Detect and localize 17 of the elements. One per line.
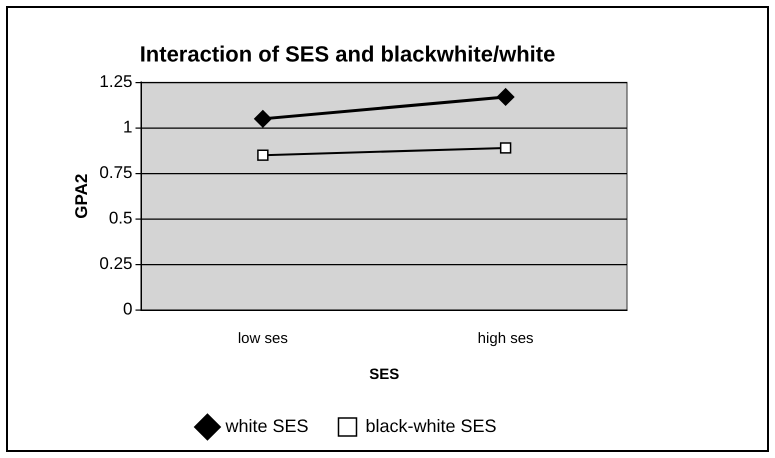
point <box>500 142 512 154</box>
y-tick-label: 0.5 <box>108 208 132 228</box>
y-tick-label: 0.25 <box>99 254 132 274</box>
point <box>254 110 272 128</box>
y-tick-label: 0 <box>123 300 132 319</box>
legend-label: black-white SES <box>365 416 497 436</box>
point <box>496 88 514 106</box>
x-axis-title: SES <box>369 366 400 384</box>
x-tick-label: low ses <box>238 330 288 348</box>
x-tick-label: high ses <box>478 330 534 348</box>
legend-label: white SES <box>224 416 308 436</box>
y-axis-title: GPA2 <box>72 174 91 219</box>
point <box>257 150 269 161</box>
chart-title: Interaction of SES and blackwhite/white <box>140 41 556 66</box>
y-tick-label: 1 <box>123 118 132 137</box>
y-tick-label: 1.25 <box>99 72 132 92</box>
y-tick-label: 0.75 <box>99 163 132 182</box>
